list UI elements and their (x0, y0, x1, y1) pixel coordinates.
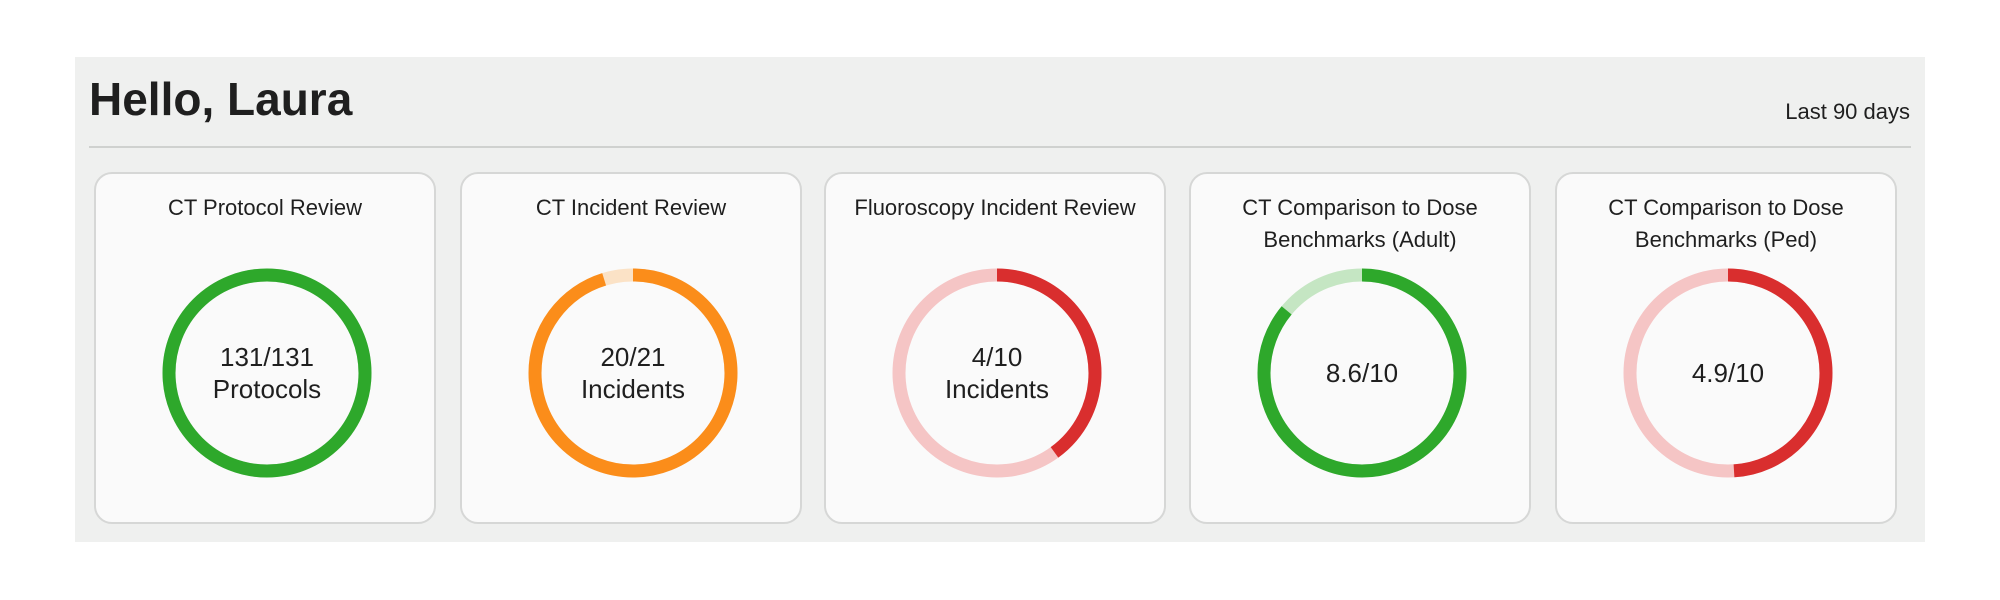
metric-value: 8.6/10 (1325, 358, 1399, 388)
header-divider (89, 146, 1911, 148)
metric-value: 4/10 (971, 342, 1023, 372)
card-title: CT Comparison to Dose Benchmarks (Ped) (1608, 195, 1844, 252)
progress-ring (162, 268, 372, 478)
card-title: CT Incident Review (535, 195, 727, 220)
greeting-heading: Hello, Laura (89, 73, 353, 125)
progress-ring (528, 268, 738, 478)
card-title: CT Protocol Review (168, 195, 362, 220)
progress-ring (892, 268, 1102, 478)
progress-ring (1257, 268, 1467, 478)
ring-label: 4/10 Incidents (891, 267, 1103, 479)
metric-value: 4.9/10 (1691, 358, 1765, 388)
metric-unit: Incidents (944, 374, 1050, 404)
metric-value: 20/21 (600, 342, 666, 372)
date-range-label: Last 90 days (1785, 99, 1910, 124)
ring-progress-arc (892, 268, 1102, 478)
card-fluoroscopy-incident-review[interactable]: Fluoroscopy Incident Review 4/10 Inciden… (824, 172, 1166, 524)
ring-progress-arc (1257, 268, 1467, 478)
metric-value: 131/131 (220, 342, 314, 372)
card-ct-incident-review[interactable]: CT Incident Review 20/21 Incidents (460, 172, 802, 524)
card-ct-dose-benchmarks-adult[interactable]: CT Comparison to Dose Benchmarks (Adult)… (1189, 172, 1531, 524)
card-title: CT Comparison to Dose Benchmarks (Adult) (1242, 195, 1478, 252)
dashboard-panel: Hello, Laura Last 90 days CT Protocol Re… (75, 57, 1925, 542)
ring-progress-arc (528, 268, 738, 478)
ring-label: 8.6/10 (1256, 267, 1468, 479)
card-ct-protocol-review[interactable]: CT Protocol Review 131/131 Protocols (94, 172, 436, 524)
progress-ring (1623, 268, 1833, 478)
ring-label: 4.9/10 (1622, 267, 1834, 479)
ring-label: 131/131 Protocols (161, 267, 373, 479)
ring-label: 20/21 Incidents (527, 267, 739, 479)
metric-unit: Protocols (212, 374, 322, 404)
ring-progress-arc (1623, 268, 1833, 478)
card-title: Fluoroscopy Incident Review (854, 195, 1136, 220)
ring-progress-arc (162, 268, 372, 478)
card-ct-dose-benchmarks-ped[interactable]: CT Comparison to Dose Benchmarks (Ped) 4… (1555, 172, 1897, 524)
metric-unit: Incidents (580, 374, 686, 404)
